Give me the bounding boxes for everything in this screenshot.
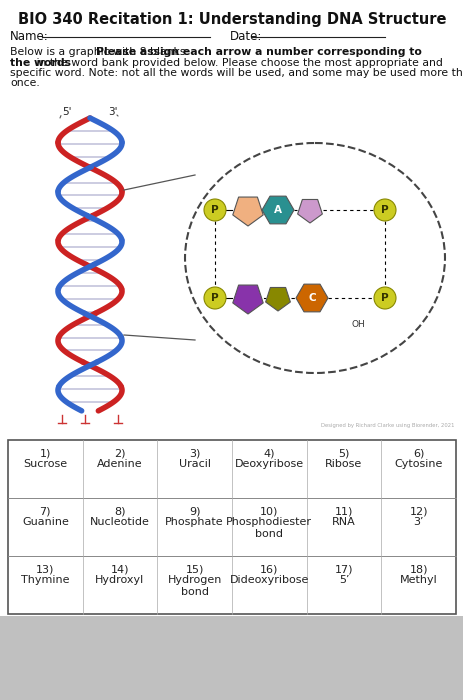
Text: Sucrose: Sucrose [23,459,67,469]
Circle shape [204,287,225,309]
Text: once.: once. [10,78,40,88]
Text: Methyl: Methyl [399,575,437,585]
Bar [8,440,455,614]
Ellipse shape [185,143,444,373]
Text: 1): 1) [39,448,51,458]
Text: 13): 13) [36,564,55,574]
Text: 6): 6) [412,448,424,458]
Bar [0,616,463,700]
Text: P: P [211,205,219,215]
Text: specific word. Note: not all the words will be used, and some may be used more t: specific word. Note: not all the words w… [10,68,463,78]
Text: Nucleotide: Nucleotide [90,517,150,527]
Text: Name:: Name: [10,30,49,43]
Text: Hydrogen
bond: Hydrogen bond [167,575,221,597]
Text: 3’: 3’ [413,517,423,527]
Text: BIO 340 Recitation 1: Understanding DNA Structure: BIO 340 Recitation 1: Understanding DNA … [18,12,445,27]
Text: Cytosine: Cytosine [394,459,442,469]
Polygon shape [295,284,327,312]
Text: 10): 10) [260,506,278,516]
Text: Ribose: Ribose [325,459,362,469]
Text: 5': 5' [62,107,71,117]
Polygon shape [297,199,322,223]
Polygon shape [265,288,290,311]
Text: Dideoxyribose: Dideoxyribose [229,575,308,585]
Text: Designed by Richard Clarke using Biorender, 2021: Designed by Richard Clarke using Biorend… [321,423,454,428]
Text: 5): 5) [338,448,349,458]
Text: 14): 14) [111,564,129,574]
Polygon shape [232,285,263,314]
Text: 16): 16) [260,564,278,574]
Text: A: A [274,205,282,215]
Text: 4): 4) [263,448,275,458]
Text: Phosphodiester
bond: Phosphodiester bond [226,517,312,540]
Polygon shape [232,197,263,226]
Text: Below is a graphic with 8 blanks.: Below is a graphic with 8 blanks. [10,47,192,57]
Text: Thymine: Thymine [21,575,69,585]
Text: 7): 7) [39,506,51,516]
Text: 9): 9) [188,506,200,516]
Text: 3): 3) [188,448,200,458]
Polygon shape [262,196,294,224]
Text: P: P [381,205,388,215]
Text: the words: the words [10,57,71,67]
Text: 12): 12) [408,506,427,516]
Circle shape [373,287,395,309]
Text: Adenine: Adenine [97,459,143,469]
Text: 3': 3' [108,107,117,117]
Text: 2): 2) [114,448,125,458]
Text: Date:: Date: [230,30,262,43]
Text: Uracil: Uracil [178,459,210,469]
Text: Please assign each arrow a number corresponding to: Please assign each arrow a number corres… [95,47,420,57]
Text: C: C [307,293,315,303]
Text: Phosphate: Phosphate [165,517,224,527]
Bar [0,100,463,435]
Circle shape [373,199,395,221]
Text: Hydroxyl: Hydroxyl [95,575,144,585]
Text: Guanine: Guanine [22,517,69,527]
Text: 11): 11) [334,506,352,516]
Text: Deoxyribose: Deoxyribose [234,459,303,469]
Text: 18): 18) [408,564,427,574]
Text: P: P [211,293,219,303]
Text: OH: OH [350,320,364,329]
Text: 15): 15) [185,564,203,574]
Text: 17): 17) [334,564,352,574]
Circle shape [204,199,225,221]
Text: 5’: 5’ [338,575,349,585]
Text: in the word bank provided below. Please choose the most appropriate and: in the word bank provided below. Please … [32,57,442,67]
Text: RNA: RNA [332,517,355,527]
Text: P: P [381,293,388,303]
Text: 8): 8) [114,506,125,516]
